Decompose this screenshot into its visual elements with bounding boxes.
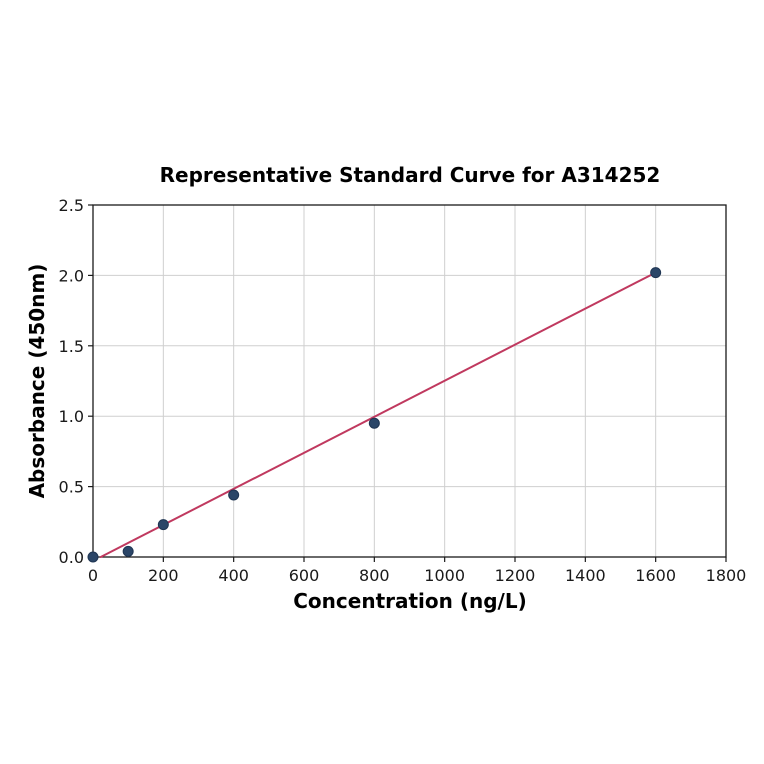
- fit-line-layer: [99, 271, 657, 558]
- y-axis-label: Absorbance (450nm): [25, 264, 49, 499]
- y-tick-label: 2.0: [59, 266, 84, 285]
- fit-line: [99, 271, 657, 558]
- y-tick-label: 1.5: [59, 337, 84, 356]
- data-point: [122, 545, 134, 557]
- data-point: [368, 417, 380, 429]
- data-point: [650, 267, 662, 279]
- x-tick-label: 1000: [424, 566, 465, 585]
- grid-layer: [92, 204, 727, 558]
- data-point: [228, 489, 240, 501]
- y-tick-label: 2.5: [59, 196, 84, 215]
- x-axis-label: Concentration (ng/L): [293, 589, 526, 613]
- x-tick-label: 200: [148, 566, 179, 585]
- x-tick-label: 400: [218, 566, 249, 585]
- x-tick-label: 0: [88, 566, 98, 585]
- plot-border-layer: [92, 204, 727, 558]
- x-tick-label: 600: [289, 566, 320, 585]
- x-tick-label: 1400: [565, 566, 606, 585]
- plot-border: [92, 204, 727, 558]
- data-point-layer: [87, 267, 662, 563]
- y-tick-label: 1.0: [59, 407, 84, 426]
- data-point: [87, 551, 99, 563]
- y-tick-label: 0.5: [59, 478, 84, 497]
- x-tick-label: 1800: [706, 566, 747, 585]
- tick-label-layer: 0 200 400 600 800 1000 1200 1400 1600 1800 0.0 0.5 1…: [59, 196, 747, 585]
- x-tick-label: 1600: [635, 566, 676, 585]
- data-point: [157, 519, 169, 531]
- tick-mark-layer: [88, 204, 727, 562]
- chart-title: Representative Standard Curve for A31425…: [160, 163, 661, 187]
- x-tick-label: 1200: [495, 566, 536, 585]
- y-tick-label: 0.0: [59, 548, 84, 567]
- x-tick-label: 800: [359, 566, 390, 585]
